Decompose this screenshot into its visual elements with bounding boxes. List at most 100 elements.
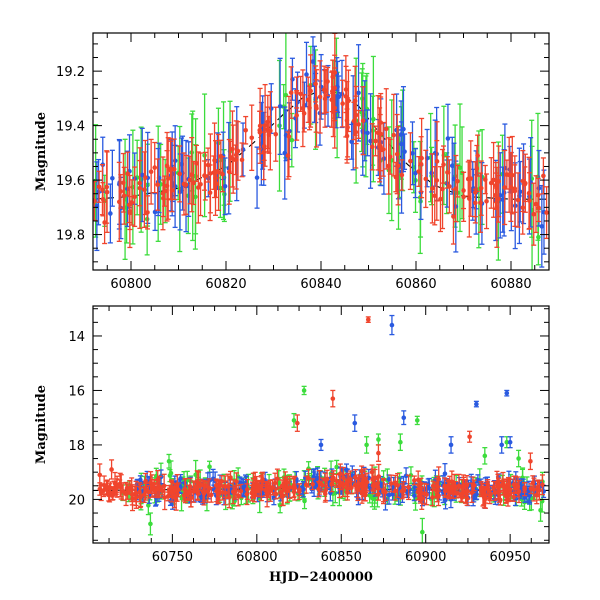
data-point [269,479,275,496]
data-point [416,156,422,188]
data-point [113,482,119,495]
y-tick-label: 20 [68,493,85,508]
data-point [198,478,204,492]
data-point [444,156,450,189]
data-point [516,449,522,468]
data-point [317,60,323,134]
x-tick-label: 60800 [236,550,277,565]
x-tick-label: 60900 [405,550,446,565]
data-point [375,444,381,462]
data-point [244,483,250,506]
series-g [120,385,545,543]
data-point [201,483,207,501]
data-point [337,474,343,491]
data-point [168,140,174,201]
data-point [220,484,226,501]
data-point [162,175,168,207]
data-point [175,482,181,498]
x-tick-label: 60750 [152,550,193,565]
data-point [104,151,110,234]
x-tick-label: 60950 [489,550,530,565]
data-point [155,158,161,211]
data-point [392,480,398,501]
data-point [243,115,249,145]
data-point [369,464,375,480]
data-point [137,147,143,229]
data-point [530,475,536,491]
data-point [316,470,322,495]
data-point [195,151,201,224]
data-point [123,481,129,507]
data-point [166,453,172,469]
data-point [127,479,133,495]
data-point [332,67,338,149]
data-point [344,480,350,498]
data-point [451,473,457,496]
data-point [97,463,103,487]
data-point [472,188,478,218]
data-point [109,149,115,207]
series-g [93,33,541,270]
data-point [126,186,132,224]
data-point [470,476,476,494]
x-axis-label: HJD−2400000 [269,570,373,585]
data-point [356,109,362,140]
data-point [492,484,498,501]
data-point [411,475,417,486]
data-point [509,135,515,215]
data-point [507,436,513,449]
y-axis-label: Magnitude [34,385,49,464]
data-point [340,79,346,128]
data-point [301,385,307,396]
data-point [238,483,244,499]
x-tick-label: 60860 [395,277,436,292]
data-point [394,113,400,195]
data-point [285,131,291,180]
data-point [188,488,194,508]
data-point [310,478,316,491]
data-point [152,192,158,232]
data-point [457,103,463,233]
y-tick-label: 18 [68,439,85,454]
y-tick-label: 16 [68,384,85,399]
data-point [482,447,488,465]
data-point [192,481,198,494]
data-point [360,86,366,156]
x-tick-label: 60800 [110,277,151,292]
data-point [235,484,241,507]
data-point [475,134,481,177]
data-point [265,485,271,499]
plot-area [93,33,549,270]
y-tick-label: 19.6 [56,174,85,189]
data-point [318,438,324,452]
data-point [226,486,232,509]
data-point [329,475,335,493]
data-point [168,480,174,494]
data-point [421,482,427,505]
data-point [93,181,97,222]
data-point [165,491,171,502]
data-point [348,481,354,495]
data-point [117,472,123,498]
data-point [504,159,510,190]
data-point [207,460,213,473]
data-point [515,172,521,228]
data-point [147,512,153,536]
data-point [484,173,490,230]
data-point [308,54,314,128]
data-point [202,93,208,218]
data-point [363,477,369,494]
y-tick-label: 19.4 [56,120,85,135]
bottom-panel: 60750 60800 60850 60900 60950 14 16 18 20 Magnitu… [34,305,550,585]
data-point [406,474,412,501]
data-point [501,478,507,496]
plot-area [93,314,549,543]
data-point [383,88,389,170]
data-point [364,436,370,454]
data-point [177,145,183,203]
data-point [380,121,386,177]
data-point [222,157,228,216]
data-point [407,132,413,191]
data-point [487,489,493,502]
data-point [212,122,218,199]
